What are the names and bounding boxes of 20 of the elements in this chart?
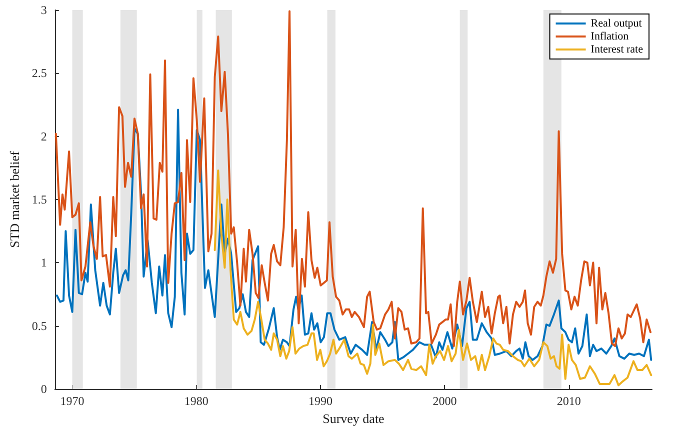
y-tick-label: 1.5 <box>32 192 47 206</box>
legend-label: Inflation <box>590 30 630 42</box>
y-axis-title: STD market belief <box>7 150 22 248</box>
y-tick-label: 0.5 <box>32 318 47 333</box>
y-tick-label: 1 <box>40 256 47 270</box>
x-tick-label: 1970 <box>60 394 84 408</box>
y-tick-label: 2 <box>40 129 47 144</box>
legend-label: Interest rate <box>590 44 644 56</box>
x-tick-label: 1990 <box>308 394 333 408</box>
y-tick-label: 3 <box>40 3 47 17</box>
y-tick-label: 2.5 <box>32 66 47 80</box>
legend-label: Real output <box>590 18 642 30</box>
line-series <box>54 10 652 348</box>
line-series <box>214 169 652 386</box>
x-axis-title: Survey date <box>322 410 385 426</box>
line-series <box>56 108 652 361</box>
y-tick-label: 0 <box>40 382 47 396</box>
x-tick-label: 1980 <box>184 394 208 408</box>
x-tick-label: 2000 <box>432 394 457 408</box>
x-tick-label: 2010 <box>556 394 581 408</box>
